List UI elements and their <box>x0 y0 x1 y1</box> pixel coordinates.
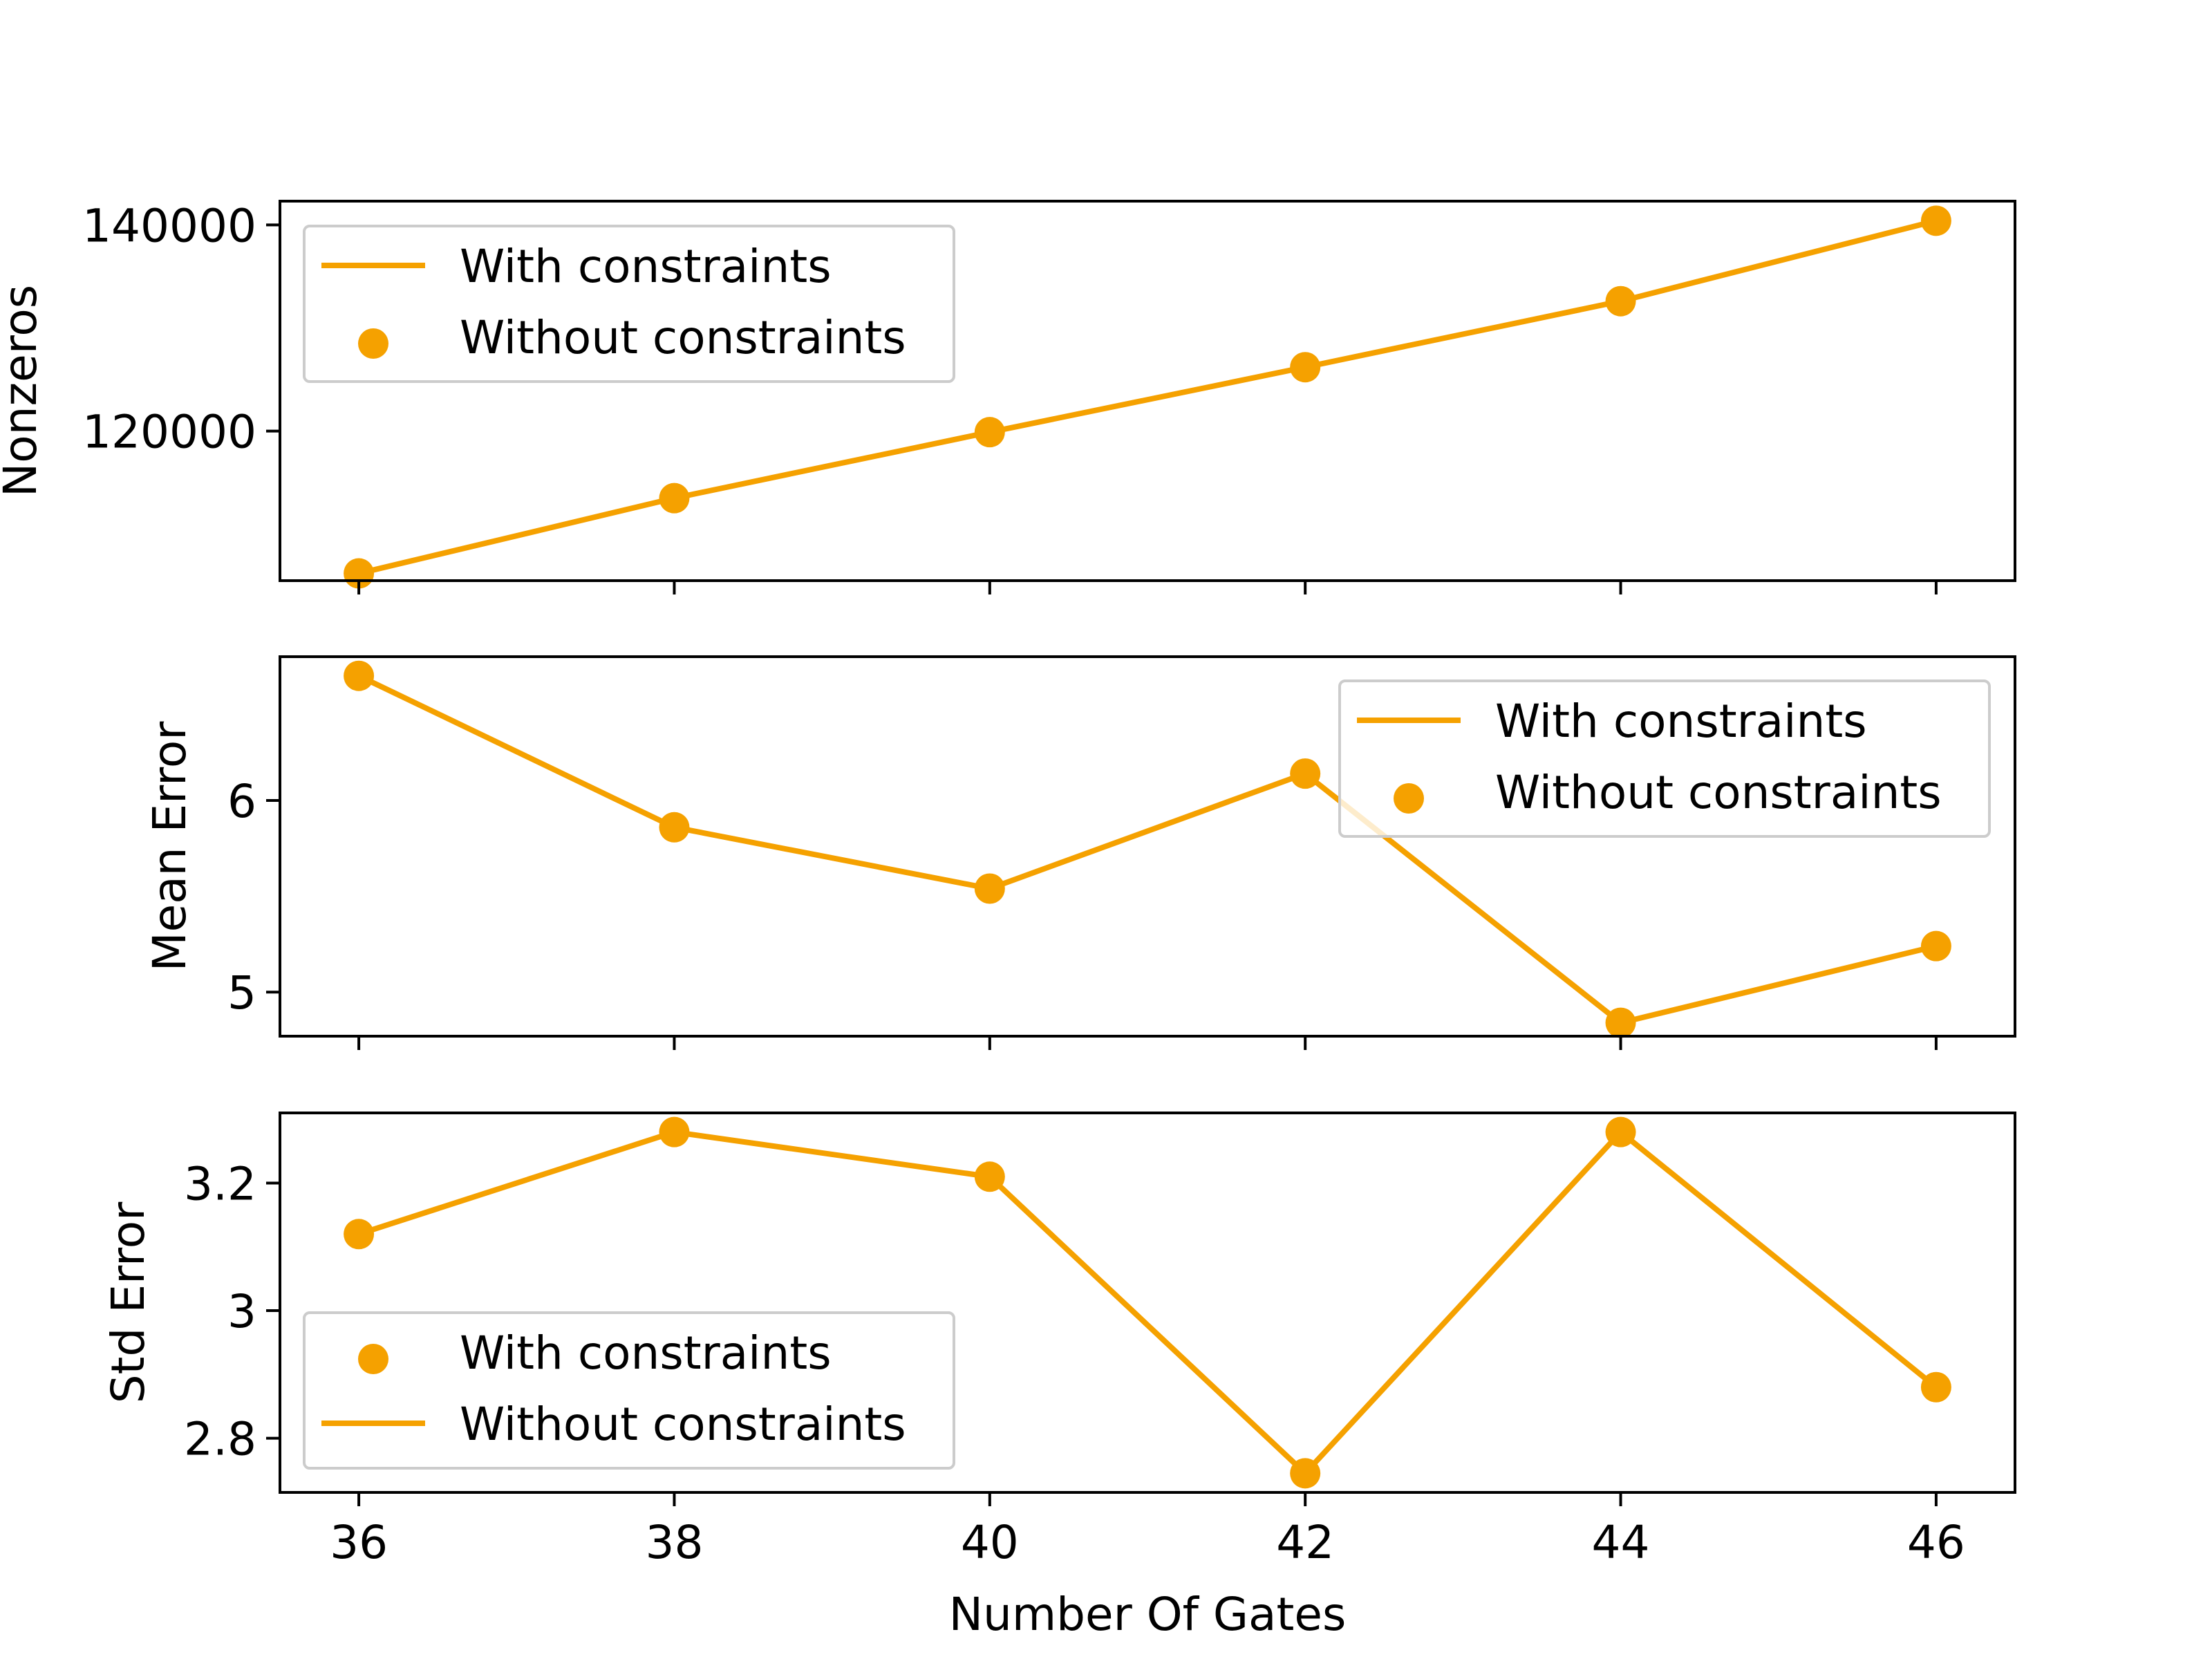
x-tick-label: 38 <box>645 1516 703 1569</box>
data-point <box>1605 1116 1636 1147</box>
y-axis-label: Std Error <box>102 1201 155 1403</box>
series-line-with-constraints <box>358 218 1937 577</box>
series-line-without-constraints <box>357 1129 1938 1477</box>
subplot-3: 36 38 40 42 44 46 2.8 3 3.2 Std Error Number Of Ga… <box>102 1112 2016 1641</box>
y-axis-label: Nonzeros <box>0 285 47 497</box>
axes-frame <box>279 1112 2016 1494</box>
legend-label: Without constraints <box>460 1398 906 1451</box>
data-point <box>974 1161 1005 1192</box>
y-tick-label: 140000 <box>82 199 256 252</box>
x-axis-label: Number Of Gates <box>949 1588 1347 1641</box>
y-axis-label: Mean Error <box>143 721 196 972</box>
y-tick-label: 5 <box>227 966 256 1020</box>
legend-dot-swatch <box>358 328 388 359</box>
legend: With constraints Without constraints <box>303 225 955 383</box>
data-point <box>1290 1458 1321 1489</box>
data-point <box>659 482 690 514</box>
data-point <box>344 1219 375 1250</box>
legend-dot-swatch <box>1394 783 1424 814</box>
axes-frame <box>279 655 2016 1038</box>
data-point <box>1920 930 1951 962</box>
legend-box <box>303 225 955 383</box>
y-tick-label: 3.2 <box>184 1157 256 1210</box>
data-point <box>974 873 1005 904</box>
data-point <box>1290 758 1321 789</box>
x-tick-label: 40 <box>961 1516 1019 1569</box>
legend: With constraints Without constraints <box>1338 679 1991 838</box>
y-tick-label: 3 <box>227 1285 256 1338</box>
legend-label: With constraints <box>1495 695 1867 748</box>
data-point <box>1920 1371 1951 1403</box>
data-point <box>1290 352 1321 383</box>
legend-dot-swatch <box>358 1344 388 1374</box>
y-tick-label: 6 <box>227 775 256 828</box>
x-tick-label: 42 <box>1276 1516 1334 1569</box>
x-tick-label: 46 <box>1907 1516 1965 1569</box>
legend-box <box>1338 679 1991 838</box>
data-point <box>659 812 690 843</box>
x-tick-label: 36 <box>330 1516 388 1569</box>
series-line-with-constraints <box>357 673 1937 1026</box>
legend-label: Without constraints <box>1495 766 1942 819</box>
data-point <box>659 1116 690 1147</box>
data-point <box>1920 205 1951 236</box>
legend-label: With constraints <box>460 1327 832 1380</box>
legend-box <box>303 1311 955 1470</box>
data-point <box>1605 1007 1636 1038</box>
x-tick-label: 44 <box>1592 1516 1650 1569</box>
legend-label: Without constraints <box>460 311 906 364</box>
legend: With constraints Without constraints <box>303 1311 955 1470</box>
subplot-2: 5 6 Mean Error With constraints Without cons… <box>143 655 2016 1050</box>
data-point <box>974 417 1005 448</box>
legend-label: With constraints <box>460 240 832 293</box>
axes-frame <box>279 200 2016 582</box>
data-point <box>1605 285 1636 317</box>
y-tick-label: 2.8 <box>184 1413 256 1466</box>
y-tick-label: 120000 <box>82 406 256 459</box>
data-point <box>344 660 375 691</box>
